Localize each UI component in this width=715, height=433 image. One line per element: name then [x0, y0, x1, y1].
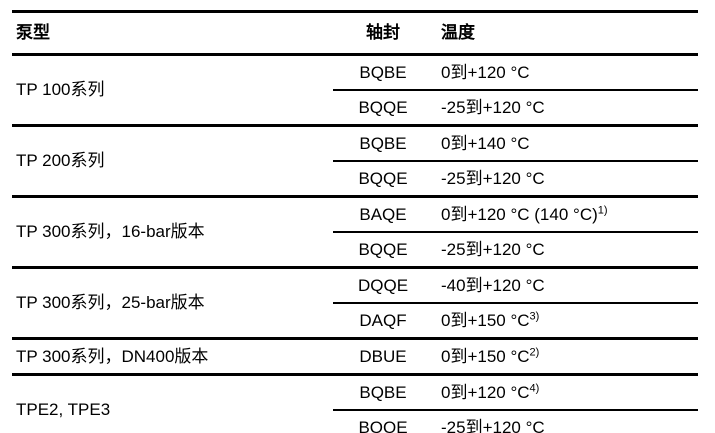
pump-seal-temperature-table: 泵型 轴封 温度 TP 100系列 BQBE 0到+120 °C BQQE -2… — [12, 10, 698, 433]
seal-cell: BQQE — [333, 89, 433, 126]
pump-type-cell: TP 200系列 — [12, 124, 333, 197]
temperature-text: 0到+120 °C — [441, 62, 530, 82]
table-row: TP 200系列 BQBE 0到+140 °C — [12, 124, 698, 197]
table-row: BQQE -25到+120 °C — [12, 160, 698, 197]
seal-cell: BQQE — [333, 160, 433, 197]
table-row: BQQE -25到+120 °C — [12, 231, 698, 268]
seal-cell: BQBE — [333, 373, 433, 410]
table-row: TP 300系列，25-bar版本 DQQE -40到+120 °C — [12, 266, 698, 339]
temperature-cell: 0到+150 °C3) — [433, 302, 698, 339]
temperature-cell: -25到+120 °C — [433, 231, 698, 268]
temperature-cell: -40到+120 °C — [433, 266, 698, 303]
temperature-cell: -25到+120 °C — [433, 160, 698, 197]
temperature-cell: 0到+140 °C — [433, 124, 698, 161]
seal-cell: BQBE — [333, 124, 433, 161]
temperature-text: 0到+120 °C (140 °C) — [441, 204, 598, 224]
temperature-cell: -25到+120 °C — [433, 89, 698, 126]
temperature-cell: -25到+120 °C — [433, 409, 698, 433]
temperature-text: 0到+150 °C — [441, 310, 530, 330]
header-shaft-seal: 轴封 — [333, 11, 433, 56]
temperature-text: 0到+120 °C — [441, 382, 530, 402]
header-pump-type: 泵型 — [12, 11, 333, 56]
table-row: DAQF 0到+150 °C3) — [12, 302, 698, 339]
footnote-ref: 3) — [529, 310, 540, 323]
table-row: TP 300系列，16-bar版本 BAQE 0到+120 °C (140 °C… — [12, 195, 698, 268]
seal-cell: DAQF — [333, 302, 433, 339]
pump-type-cell: TP 300系列，25-bar版本 — [12, 266, 333, 339]
temperature-text: -40到+120 °C — [441, 275, 545, 295]
header-temperature: 温度 — [433, 11, 698, 56]
temperature-text: -25到+120 °C — [441, 417, 545, 433]
table-row: BQQE -25到+120 °C — [12, 409, 698, 433]
footnote-ref: 4) — [529, 382, 540, 395]
table-row: TP 300系列，DN400版本 DBUE 0到+150 °C2) — [12, 337, 698, 375]
pump-type-cell: TP 300系列，16-bar版本 — [12, 195, 333, 268]
pump-type-cell: TP 100系列 — [12, 53, 333, 126]
pump-type-cell: TPE2, TPE3 — [12, 373, 333, 433]
temperature-text: -25到+120 °C — [441, 239, 545, 259]
seal-cell: BQBE — [333, 53, 433, 90]
seal-cell: BAQE — [333, 195, 433, 232]
table-row: TPE2, TPE3 BQBE 0到+120 °C4) — [12, 373, 698, 433]
seal-cell: BQQE — [333, 409, 433, 433]
temperature-text: -25到+120 °C — [441, 168, 545, 188]
pump-type-cell: TP 300系列，DN400版本 — [12, 337, 333, 375]
temperature-text: -25到+120 °C — [441, 97, 545, 117]
footnote-ref: 2) — [529, 346, 540, 359]
temperature-text: 0到+140 °C — [441, 133, 530, 153]
temperature-cell: 0到+120 °C (140 °C)1) — [433, 195, 698, 232]
temperature-text: 0到+150 °C — [441, 346, 530, 366]
header-row: 泵型 轴封 温度 — [12, 11, 698, 56]
seal-cell: DBUE — [333, 337, 433, 375]
table-row: BQQE -25到+120 °C — [12, 89, 698, 126]
temperature-cell: 0到+120 °C4) — [433, 373, 698, 410]
temperature-cell: 0到+120 °C — [433, 53, 698, 90]
seal-cell: BQQE — [333, 231, 433, 268]
table-row: TP 100系列 BQBE 0到+120 °C — [12, 53, 698, 126]
footnote-ref: 1) — [597, 204, 608, 217]
seal-cell: DQQE — [333, 266, 433, 303]
temperature-cell: 0到+150 °C2) — [433, 337, 698, 375]
